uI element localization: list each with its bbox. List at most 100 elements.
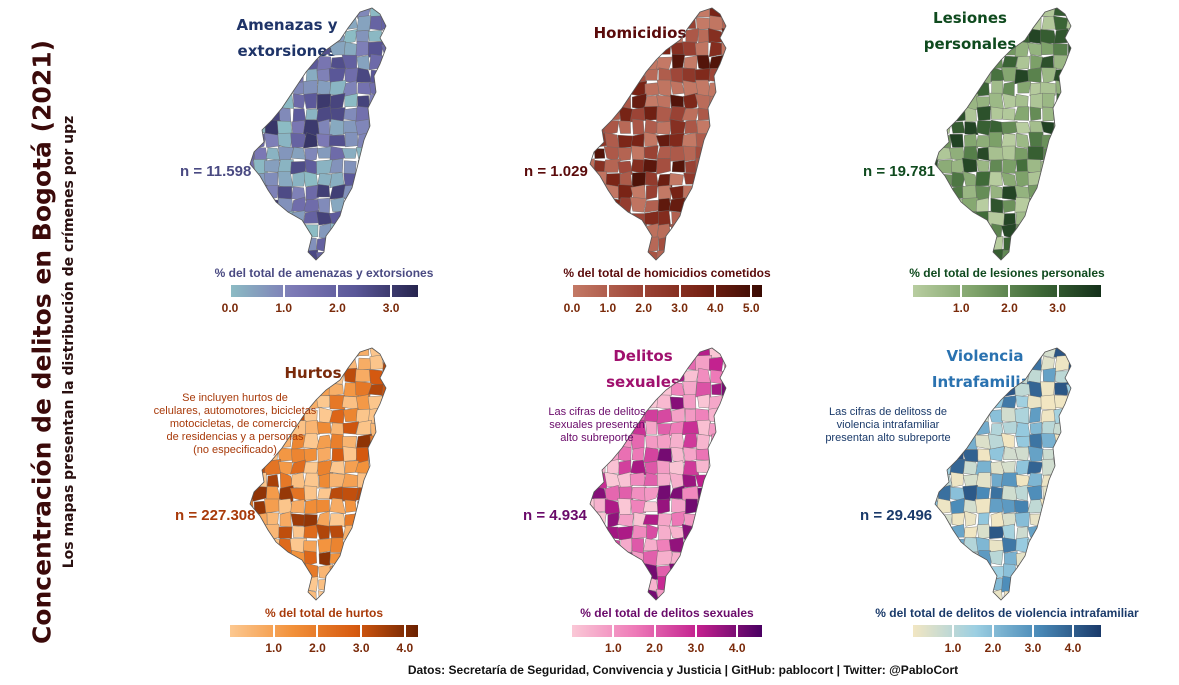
upz-region <box>304 420 321 438</box>
upz-region <box>749 383 750 395</box>
upz-region <box>1029 577 1044 591</box>
upz-region <box>1081 578 1095 592</box>
upz-region <box>1081 5 1093 19</box>
upz-region <box>250 69 267 82</box>
upz-region <box>670 80 685 95</box>
legend-tick <box>642 285 645 297</box>
upz-region <box>1081 475 1095 488</box>
upz-region <box>975 15 992 32</box>
upz-region <box>369 435 386 448</box>
upz-region <box>1093 107 1095 122</box>
upz-region <box>709 223 725 239</box>
upz-region <box>631 348 647 356</box>
upz-region <box>734 250 750 264</box>
upz-region <box>670 446 685 464</box>
upz-region <box>949 236 964 252</box>
upz-region <box>250 42 256 58</box>
upz-region <box>250 563 256 578</box>
upz-region <box>951 8 964 19</box>
upz-region <box>303 588 317 600</box>
upz-region <box>303 8 321 19</box>
upz-region <box>935 54 940 69</box>
panel-note-line: celulares, automotores, bicicletas <box>153 405 317 417</box>
upz-region <box>591 69 609 84</box>
legend-tick <box>612 625 615 637</box>
upz-region <box>343 576 357 591</box>
upz-region <box>590 250 594 260</box>
upz-region <box>975 235 992 252</box>
upz-region <box>935 589 952 600</box>
upz-region <box>590 55 608 69</box>
upz-region <box>370 575 385 592</box>
upz-region <box>951 94 966 108</box>
upz-region <box>645 420 658 435</box>
upz-region <box>1094 223 1095 237</box>
upz-region <box>975 460 992 476</box>
upz-region <box>747 564 750 578</box>
upz-region <box>251 184 268 200</box>
legend-tick <box>736 625 739 637</box>
upz-region <box>590 381 595 398</box>
upz-region <box>409 57 410 70</box>
upz-region <box>962 419 978 436</box>
upz-region <box>250 54 255 71</box>
upz-region <box>720 197 726 213</box>
upz-region <box>291 186 306 201</box>
upz-region <box>697 511 712 527</box>
upz-region <box>1040 236 1057 253</box>
upz-region <box>250 8 254 20</box>
upz-region <box>694 68 711 82</box>
upz-region <box>590 511 607 528</box>
upz-region <box>409 551 410 566</box>
upz-region <box>1052 576 1070 593</box>
upz-region <box>697 498 711 514</box>
choropleth-map <box>589 7 750 264</box>
upz-region <box>1067 525 1071 541</box>
upz-region <box>329 460 345 475</box>
upz-region <box>1054 223 1070 240</box>
source-caption: Datos: Secretaría de Seguridad, Conviven… <box>407 663 959 677</box>
upz-region <box>935 222 953 238</box>
upz-region <box>302 15 319 31</box>
upz-region <box>317 197 331 215</box>
upz-region <box>656 145 673 159</box>
upz-region <box>330 196 345 213</box>
upz-region <box>1027 524 1044 541</box>
upz-region <box>723 132 726 148</box>
upz-region <box>356 236 372 252</box>
upz-region <box>976 395 992 409</box>
upz-region <box>380 251 386 260</box>
upz-region <box>1080 43 1095 57</box>
panel-note-line: Las cifras de delitoss de <box>828 406 947 418</box>
upz-region <box>1054 382 1069 396</box>
upz-region <box>592 537 607 551</box>
upz-region <box>409 408 410 424</box>
upz-region <box>617 248 633 260</box>
upz-region <box>293 93 306 109</box>
upz-region <box>1027 42 1042 57</box>
upz-region <box>735 579 749 592</box>
upz-region <box>656 94 671 109</box>
upz-region <box>935 447 953 464</box>
upz-region <box>656 158 671 175</box>
upz-region <box>395 43 409 57</box>
upz-region <box>355 210 373 226</box>
upz-region <box>988 146 1005 161</box>
upz-region <box>1093 198 1095 213</box>
upz-region <box>380 551 386 566</box>
choropleth-map <box>589 347 750 601</box>
upz-region <box>735 145 750 161</box>
upz-region <box>590 171 608 189</box>
upz-region <box>266 550 282 565</box>
upz-region <box>721 421 726 438</box>
upz-region <box>721 94 726 110</box>
upz-region <box>1053 590 1070 600</box>
upz-region <box>343 107 358 122</box>
map-panel: Amenazas y extorsiones n = 11.598 % del tot… <box>170 0 470 330</box>
upz-region <box>936 498 951 514</box>
upz-region <box>276 67 293 85</box>
legend-tick-label: 1.0 <box>599 301 617 315</box>
upz-region <box>708 513 725 527</box>
upz-region <box>369 369 384 386</box>
upz-region <box>962 17 977 32</box>
